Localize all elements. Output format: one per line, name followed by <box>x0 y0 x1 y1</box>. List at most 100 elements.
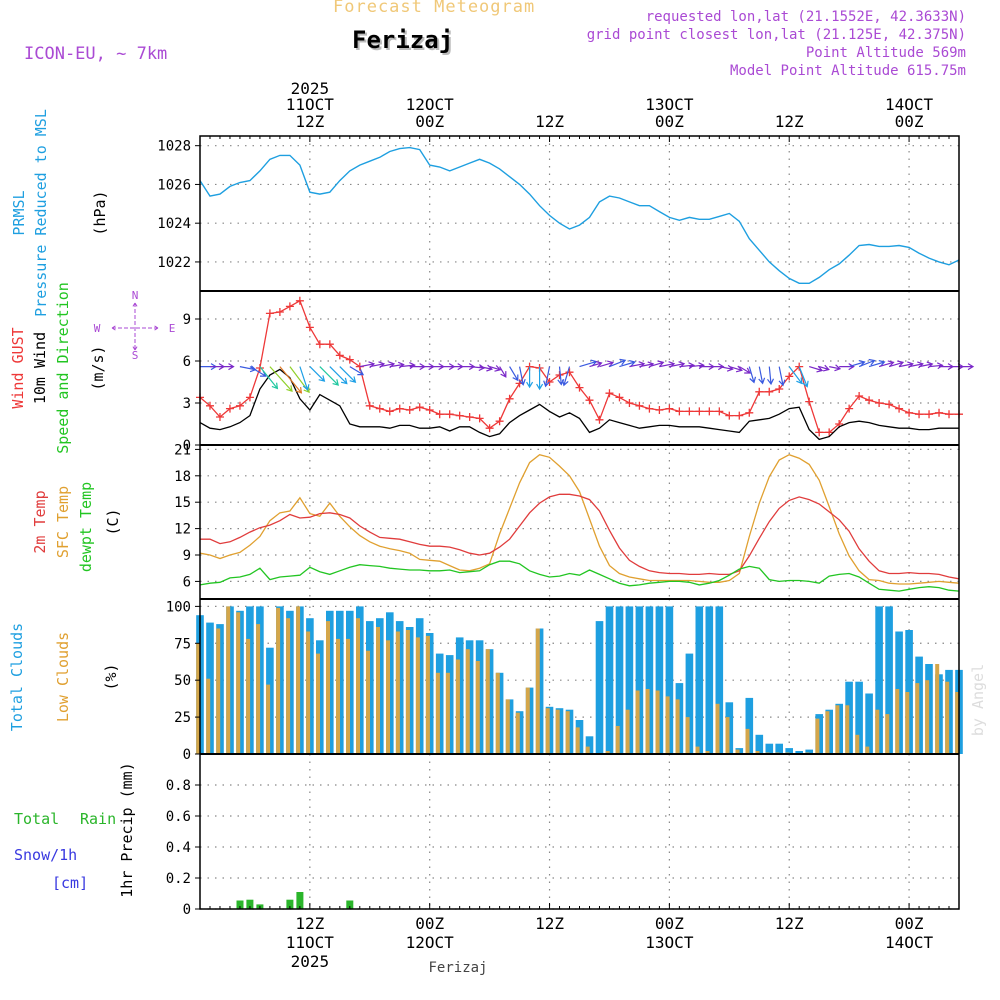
pressure-msl-label: Pressure Reduced to MSL <box>32 109 50 317</box>
dewpt-line <box>199 560 960 592</box>
wind-direction-arrow <box>619 360 636 368</box>
low-cloud-bar <box>945 681 950 754</box>
low-cloud-bar <box>266 684 271 754</box>
low-cloud-bar <box>366 650 370 754</box>
top-time-date: 13OCT <box>645 95 694 114</box>
total-cloud-bar <box>875 606 883 754</box>
cloud-tick-label: 75 <box>174 636 191 652</box>
wind-direction-arrow <box>561 366 571 387</box>
compass-n: N <box>132 289 139 302</box>
low-cloud-bar <box>735 749 740 754</box>
total-cloud-bar <box>655 606 664 754</box>
low-cloud-bar <box>905 692 910 754</box>
gust-marker <box>455 411 464 420</box>
top-time-hour: 00Z <box>415 112 444 131</box>
gust-marker <box>775 385 784 393</box>
low-cloud-bar <box>376 627 380 754</box>
total-cloud-bar <box>855 681 863 754</box>
low-cloud-bar <box>685 717 690 754</box>
total-cloud-bar <box>745 697 754 754</box>
low-cloud-bar <box>475 661 480 754</box>
gust-marker <box>725 411 734 420</box>
bottom-time-date: 11OCT <box>286 933 335 952</box>
gust-marker <box>855 392 864 400</box>
gust-marker <box>275 308 284 316</box>
temp-tick-label: 15 <box>174 495 191 511</box>
requested-coords: requested lon,lat (21.1552E, 42.3633N) <box>645 9 966 25</box>
total-label: Total <box>14 810 59 828</box>
rain-bar <box>246 899 254 909</box>
total-cloud-bar <box>635 606 644 754</box>
precip-tick-label: 0.4 <box>166 840 191 856</box>
precip-axis-label: 1hr Precip (mm) <box>118 762 136 897</box>
plot-frame <box>199 135 960 910</box>
low-cloud-bar <box>415 637 420 754</box>
low-cloud-bar <box>585 746 590 754</box>
footer-location: Ferizaj <box>428 960 487 976</box>
gust-marker <box>425 406 434 414</box>
total-cloud-bar <box>665 606 674 754</box>
low-cloud-bar <box>755 751 760 754</box>
low-cloud-bar <box>306 631 311 754</box>
low-cloud-bar <box>635 690 640 754</box>
low-cloud-bar <box>296 606 301 754</box>
gust-marker <box>225 404 234 413</box>
gust-marker <box>475 414 484 423</box>
low-cloud-bar <box>435 672 440 754</box>
low-cloud-bar <box>955 692 960 754</box>
wind-direction-arrow <box>809 365 824 373</box>
low-cloud-bar <box>565 711 570 754</box>
gust-marker <box>845 404 854 413</box>
low-cloud-bar <box>455 659 460 754</box>
wind-direction-arrow <box>758 366 766 385</box>
low-cloud-bar <box>575 727 580 754</box>
top-time-date: 14OCT <box>885 95 934 114</box>
gust-marker <box>625 399 634 407</box>
low-cloud-bar <box>216 628 221 754</box>
gust-marker <box>825 428 834 437</box>
gust-marker <box>715 407 724 416</box>
credit-watermark: by Angel <box>969 664 987 736</box>
gust-marker <box>505 394 514 403</box>
wind-direction-arrow <box>479 364 494 372</box>
hpa-label: (hPa) <box>91 190 109 235</box>
low-cloud-bar <box>276 607 281 754</box>
gust-marker <box>805 397 814 406</box>
temp-tick-label: 21 <box>174 442 191 458</box>
low-cloud-bar <box>875 709 880 754</box>
gust-marker <box>865 396 874 405</box>
wind-direction-arrow <box>299 366 310 391</box>
low-cloud-bar <box>895 689 900 754</box>
compass-e: E <box>169 322 176 335</box>
top-time-year: 2025 <box>291 79 330 98</box>
low-cloud-bar <box>286 618 291 754</box>
gust-marker <box>665 404 674 413</box>
wind10-label: 10m Wind <box>31 332 49 404</box>
low-cloud-bar <box>395 631 400 754</box>
low-cloud-bar <box>825 711 830 754</box>
gust-marker <box>295 296 304 305</box>
low-cloud-bar <box>695 746 700 754</box>
snow-label: Snow/1h <box>14 846 77 864</box>
wind-tick-label: 6 <box>183 354 191 370</box>
total-cloud-bar <box>585 736 594 754</box>
wind-direction-arrow <box>599 360 615 368</box>
top-time-hour: 12Z <box>295 112 324 131</box>
gust-marker <box>235 401 244 410</box>
total-cloud-bar <box>755 734 764 754</box>
top-time-hour: 12Z <box>535 112 564 131</box>
top-time-hour: 12Z <box>775 112 804 131</box>
low-cloud-bar <box>865 746 870 754</box>
wind-tick-label: 0 <box>183 438 191 454</box>
gust-marker <box>675 407 684 416</box>
point-altitude: Point Altitude 569m <box>805 45 966 61</box>
cloud-tick-label: 0 <box>183 747 191 763</box>
top-time-date: 12OCT <box>406 95 455 114</box>
gust-marker <box>655 406 664 414</box>
total-cloud-bar <box>645 606 654 754</box>
wind-direction-arrow <box>729 365 743 373</box>
wind-direction-arrow <box>536 366 544 391</box>
gust-marker <box>315 340 324 349</box>
low-cloud-bar <box>645 689 650 754</box>
low-cloud-bar <box>236 612 241 754</box>
